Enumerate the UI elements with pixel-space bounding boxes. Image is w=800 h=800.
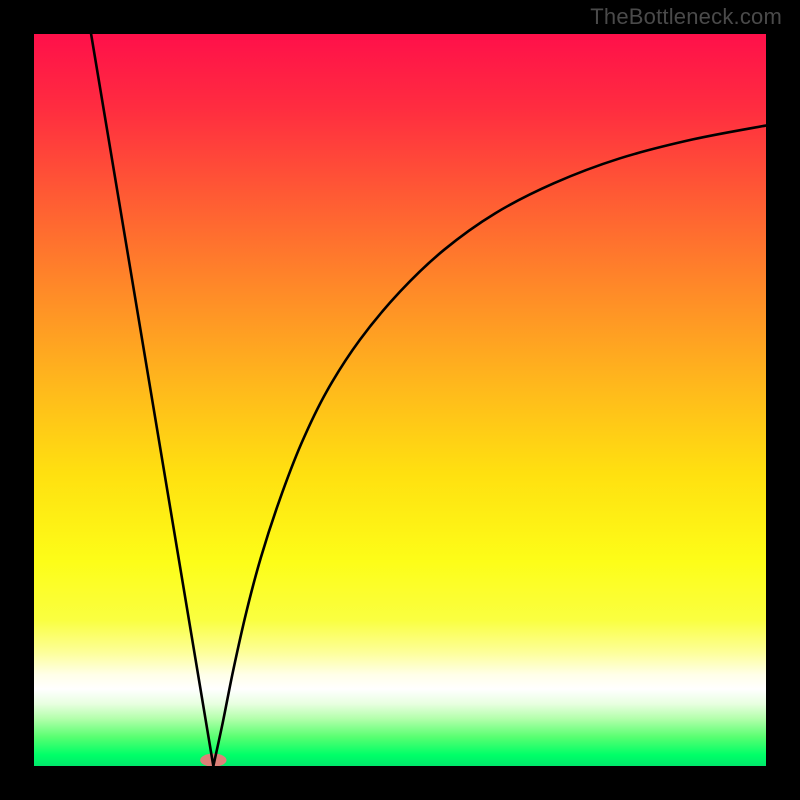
chart-frame: TheBottleneck.com xyxy=(0,0,800,800)
gradient-background xyxy=(34,34,766,766)
plot-area xyxy=(34,34,766,766)
bottleneck-curve-chart xyxy=(34,34,766,766)
watermark-text: TheBottleneck.com xyxy=(590,4,782,30)
